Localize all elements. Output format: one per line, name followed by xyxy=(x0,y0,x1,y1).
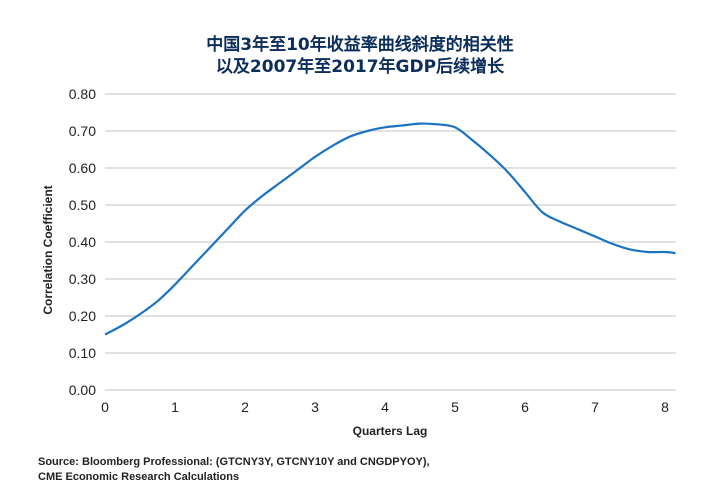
series-line xyxy=(104,122,676,336)
x-tick-label: 8 xyxy=(661,399,669,415)
y-axis-label: Correlation Coefficient xyxy=(41,185,55,314)
y-tick-label: 0.60 xyxy=(69,160,96,176)
x-tick-label: 5 xyxy=(451,399,459,415)
x-tick-label: 7 xyxy=(591,399,599,415)
y-tick-label: 0.70 xyxy=(69,123,96,139)
x-tick-label: 3 xyxy=(311,399,319,415)
y-tick-label: 0.00 xyxy=(69,382,96,398)
y-tick-label: 0.20 xyxy=(69,308,96,324)
y-tick-label: 0.80 xyxy=(69,86,96,102)
y-tick-label: 0.30 xyxy=(69,271,96,287)
x-tick-label: 0 xyxy=(101,399,109,415)
y-tick-label: 0.40 xyxy=(69,234,96,250)
x-axis-label: Quarters Lag xyxy=(353,424,428,438)
chart-title-line-1: 中国3年至10年收益率曲线斜度的相关性 xyxy=(206,35,514,55)
x-tick-label: 4 xyxy=(381,399,389,415)
y-tick-label: 0.50 xyxy=(69,197,96,213)
chart-title-line-2: 以及2007年至2017年GDP后续增长 xyxy=(215,57,505,77)
source-line-2: CME Economic Research Calculations xyxy=(38,471,240,483)
x-tick-label: 1 xyxy=(171,399,179,415)
source-line-1: Source: Bloomberg Professional: (GTCNY3Y… xyxy=(38,456,430,468)
x-tick-label: 2 xyxy=(241,399,249,415)
y-tick-label: 0.10 xyxy=(69,345,96,361)
x-tick-label: 6 xyxy=(521,399,529,415)
